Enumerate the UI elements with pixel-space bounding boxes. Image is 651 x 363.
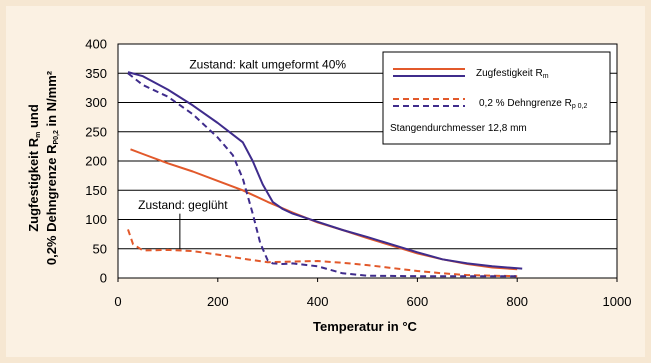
y-tick-label: 0 bbox=[100, 271, 107, 286]
legend-note: Stangendurchmesser 12,8 mm bbox=[390, 123, 527, 134]
plot-area-border bbox=[117, 43, 618, 279]
y-tick-label: 150 bbox=[85, 183, 107, 198]
legend-box bbox=[382, 51, 611, 145]
y-axis-title-line-2: 0,2% Dehngrenze RP0,2 in N/mm² bbox=[44, 70, 60, 265]
legend-label: 0,2 % Dehngrenze Rp 0,2 bbox=[479, 98, 588, 110]
y-tick-label: 250 bbox=[85, 124, 107, 139]
y-axis-title-line-2-after: in N/mm² bbox=[44, 70, 59, 130]
annotation-0: Zustand: kalt umgeformt 40% bbox=[189, 58, 346, 72]
x-tick-label: 0 bbox=[114, 294, 121, 309]
y-tick-label: 100 bbox=[85, 212, 107, 227]
y-axis-title-line-1-sub: m bbox=[35, 132, 42, 138]
x-tick-label: 1000 bbox=[603, 294, 632, 309]
tick-labels: 0 50 100 150 200 250 300 350 400 0 200 400 600 800 100… bbox=[85, 37, 631, 310]
series-zugfestigkeit-kalt bbox=[127, 71, 523, 270]
x-tick-label: 800 bbox=[506, 294, 528, 309]
legend: Zugfestigkeit Rm 0,2 % Dehngrenze Rp 0,2 S… bbox=[382, 51, 611, 145]
x-tick-label: 200 bbox=[207, 294, 229, 309]
y-axis-title-line-1-text: Zugfestigkeit R bbox=[26, 137, 41, 232]
legend-label: Zugfestigkeit Rm bbox=[476, 68, 549, 80]
y-tick-label: 200 bbox=[85, 154, 107, 169]
y-tick-label: 400 bbox=[85, 37, 107, 52]
series-dehngrenze-kalt bbox=[127, 72, 518, 278]
x-axis-title: Temperatur in °C bbox=[313, 319, 418, 334]
x-tick-label: 600 bbox=[407, 294, 429, 309]
y-tick-label: 350 bbox=[85, 66, 107, 81]
y-tick-label: 50 bbox=[93, 241, 107, 256]
x-tick-label: 400 bbox=[307, 294, 329, 309]
y-axis-title-line-1: Zugfestigkeit Rm und bbox=[26, 104, 42, 232]
series-dehngrenze-gegluht bbox=[127, 229, 518, 278]
y-axis-title-line-2-text: 0,2% Dehngrenze R bbox=[44, 144, 59, 265]
annotation-1: Zustand: geglüht bbox=[138, 198, 228, 212]
y-axis-title-line-1-after: und bbox=[26, 104, 41, 131]
y-tick-label: 300 bbox=[85, 95, 107, 110]
y-axis-title-line-2-sub: P0,2 bbox=[53, 130, 60, 145]
annotations: Zustand: kalt umgeformt 40% Zustand: gegl… bbox=[138, 58, 346, 249]
series-lines bbox=[127, 71, 523, 278]
